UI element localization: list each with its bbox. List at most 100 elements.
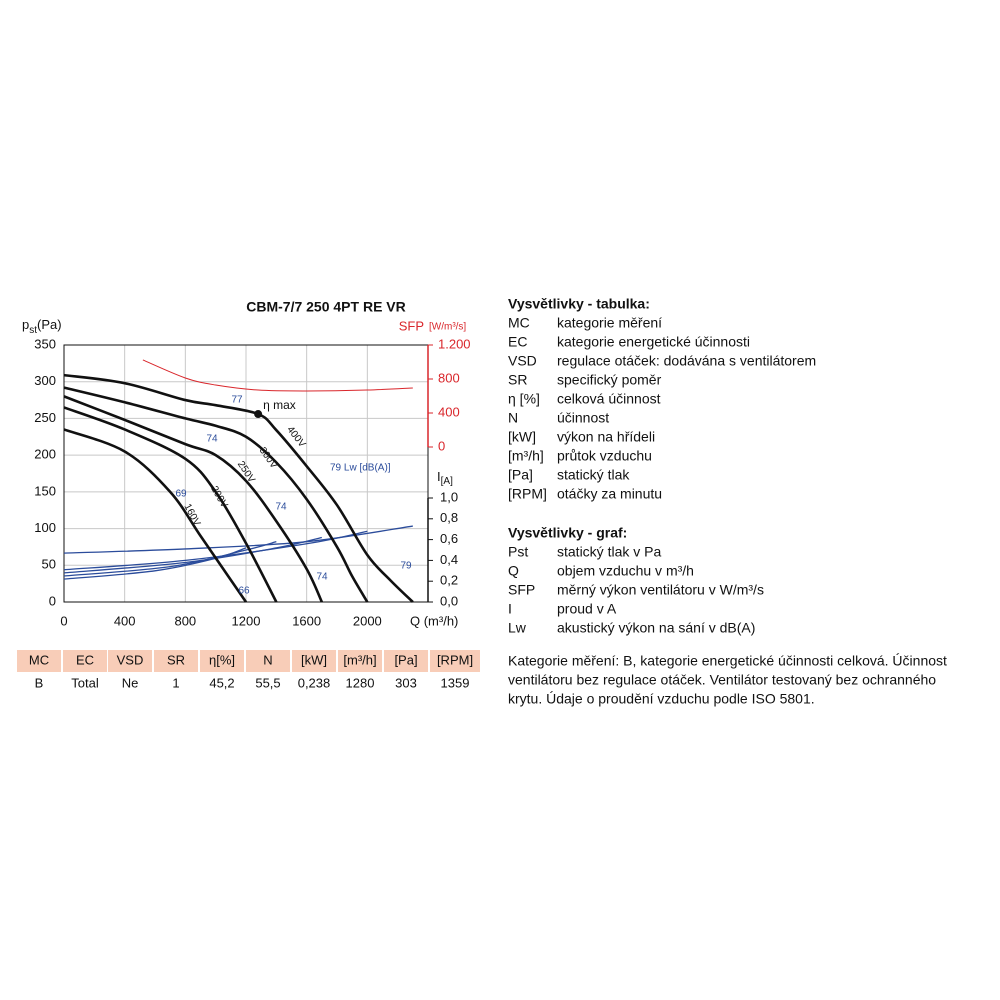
current-line bbox=[63, 525, 413, 554]
table-cell: 1359 bbox=[441, 675, 470, 690]
x-tick-label: 1200 bbox=[232, 613, 261, 628]
x-tick-label: 400 bbox=[114, 613, 136, 628]
sfp-tick-label: 1.200 bbox=[438, 336, 471, 351]
pressure-line bbox=[63, 406, 278, 603]
lw-annotation: 77 bbox=[231, 395, 243, 406]
y-tick-label: 350 bbox=[34, 336, 56, 351]
legend-text: proud v A bbox=[557, 601, 617, 617]
x-tick-label: 2000 bbox=[353, 613, 382, 628]
sfp-tick-label: 400 bbox=[438, 404, 460, 419]
legend-key: Pst bbox=[508, 544, 528, 560]
table-cell: 1 bbox=[172, 675, 179, 690]
current-label-unit: [A] bbox=[441, 476, 453, 487]
legend-text: specifický poměr bbox=[557, 372, 662, 388]
y-tick-label: 250 bbox=[34, 410, 56, 425]
current-tick-label: 0,4 bbox=[440, 552, 458, 567]
current-tick-label: 1,0 bbox=[440, 489, 458, 504]
legend-text: statický tlak v Pa bbox=[557, 544, 661, 560]
legend-key: [Pa] bbox=[508, 467, 533, 483]
legend-text: měrný výkon ventilátoru v W/m³/s bbox=[557, 582, 764, 598]
note-line: ventilátoru bez regulace otáček. Ventilá… bbox=[508, 672, 936, 688]
legend-key: EC bbox=[508, 334, 527, 350]
table-header-text: η[%] bbox=[209, 652, 235, 667]
legend-text: akustický výkon na sání v dB(A) bbox=[557, 620, 755, 636]
current-axis-label: I[A] bbox=[437, 469, 453, 486]
current-tick-label: 0,6 bbox=[440, 531, 458, 546]
table-cell: 55,5 bbox=[255, 675, 280, 690]
legend-text: statický tlak bbox=[557, 467, 630, 483]
table-cell: B bbox=[35, 675, 44, 690]
legend-text: otáčky za minutu bbox=[557, 486, 662, 502]
y-label-main: p bbox=[22, 317, 29, 332]
pressure-line bbox=[63, 428, 248, 603]
table-header-cell bbox=[384, 650, 428, 672]
lw-annotation: 79 Lw [dB(A)] bbox=[330, 463, 391, 474]
pressure-line bbox=[63, 373, 414, 603]
chart-title: CBM-7/7 250 4PT RE VR bbox=[246, 299, 406, 315]
legend-key: η [%] bbox=[508, 391, 540, 407]
table-header-text: N bbox=[263, 652, 272, 667]
sfp-tick-label: 0 bbox=[438, 438, 445, 453]
pressure-line bbox=[63, 395, 324, 603]
table-header-cell bbox=[200, 650, 244, 672]
lw-annotation: 69 bbox=[175, 489, 187, 500]
sfp-axis-unit: [W/m³/s] bbox=[429, 322, 466, 333]
legend-key: I bbox=[508, 601, 512, 617]
legend-key: [RPM] bbox=[508, 486, 547, 502]
table-header-text: VSD bbox=[117, 652, 144, 667]
y-tick-label: 300 bbox=[34, 373, 56, 388]
lw-annotation: 66 bbox=[238, 586, 250, 597]
current-tick-label: 0,2 bbox=[440, 573, 458, 588]
table-header-text: MC bbox=[29, 652, 49, 667]
table-cell: 303 bbox=[395, 675, 417, 690]
note-line: Kategorie měření: B, kategorie energetic… bbox=[508, 653, 947, 669]
current-tick-label: 0,8 bbox=[440, 510, 458, 525]
table-cell: Total bbox=[71, 675, 99, 690]
table-cell: 45,2 bbox=[209, 675, 234, 690]
legend-key: N bbox=[508, 410, 518, 426]
legend-text: objem vzduchu v m³/h bbox=[557, 563, 694, 579]
table-header-text: EC bbox=[76, 652, 94, 667]
table-header-cell bbox=[154, 650, 198, 672]
table-header-cell bbox=[108, 650, 152, 672]
y-axis-label: pst(Pa) bbox=[22, 317, 62, 335]
table-header-cell bbox=[292, 650, 336, 672]
table-cell: Ne bbox=[122, 675, 139, 690]
legend-text: průtok vzduchu bbox=[557, 448, 652, 464]
lw-annotation: 74 bbox=[206, 434, 218, 445]
y-tick-label: 0 bbox=[49, 593, 56, 608]
table-header-cell bbox=[246, 650, 290, 672]
legend-key: MC bbox=[508, 315, 530, 331]
legend-key: SR bbox=[508, 372, 527, 388]
legend-key: VSD bbox=[508, 353, 537, 369]
legend-title: Vysvětlivky - tabulka: bbox=[508, 296, 650, 312]
legend-key: [kW] bbox=[508, 429, 536, 445]
legend-title: Vysvětlivky - graf: bbox=[508, 525, 627, 541]
sfp-line bbox=[142, 359, 413, 392]
x-axis-label: Q (m³/h) bbox=[410, 613, 458, 628]
legend-text: kategorie měření bbox=[557, 315, 662, 331]
legend-text: regulace otáček: dodávána s ventilátorem bbox=[557, 353, 816, 369]
legend-text: výkon na hřídeli bbox=[557, 429, 655, 445]
y-tick-label: 200 bbox=[34, 447, 56, 462]
y-tick-label: 100 bbox=[34, 520, 56, 535]
legend-text: celková účinnost bbox=[557, 391, 661, 407]
eta-max-point bbox=[254, 410, 263, 419]
y-label-unit: (Pa) bbox=[37, 317, 62, 332]
legend-key: SFP bbox=[508, 582, 535, 598]
table-header-text: SR bbox=[167, 652, 185, 667]
current-line bbox=[63, 547, 247, 580]
pressure-line bbox=[63, 386, 369, 603]
current-line bbox=[63, 541, 277, 577]
note-line: krytu. Údaje o proudění vzduchu podle IS… bbox=[508, 691, 815, 707]
y-tick-label: 50 bbox=[42, 557, 56, 572]
y-tick-label: 150 bbox=[34, 483, 56, 498]
table-header-cell bbox=[430, 650, 480, 672]
sfp-tick-label: 800 bbox=[438, 370, 460, 385]
lw-annotation: 74 bbox=[275, 502, 287, 513]
legend-key: Q bbox=[508, 563, 519, 579]
lw-annotation: 79 bbox=[400, 561, 412, 572]
current-label-main: I bbox=[437, 469, 441, 484]
